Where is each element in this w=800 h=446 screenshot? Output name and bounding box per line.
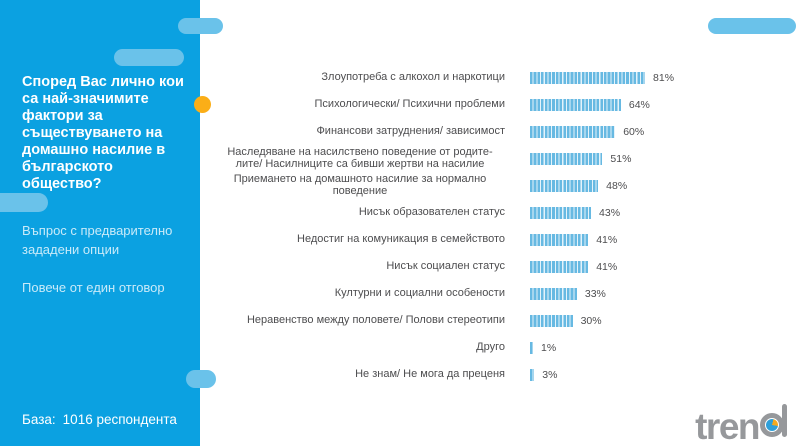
category-label: Друго: [215, 340, 505, 354]
left-panel: Според Вас лично кои са най-значимите фа…: [0, 0, 200, 446]
bar-zone: 41%: [530, 260, 795, 273]
base-label: База:: [22, 412, 56, 427]
category-label-text: Психологически/ Психични проблеми: [314, 97, 505, 110]
category-label: Нисък образователен статус: [215, 205, 505, 219]
note-multiple-answers: Повече от един отговор: [22, 280, 165, 295]
bar: [530, 71, 646, 84]
note-predefined-options: Въпрос с предварително зададени опции: [22, 223, 173, 257]
value-label: 41%: [596, 233, 618, 246]
category-label-text: Неравенство между половете/ Полови стере…: [246, 313, 505, 326]
chart-row: Наследяване на насилствено поведение от …: [215, 145, 795, 172]
bar-zone: 51%: [530, 152, 795, 165]
value-label: 60%: [623, 125, 645, 138]
category-label: Неравенство между половете/ Полови стере…: [215, 313, 505, 327]
trend-logo: tren: [695, 404, 787, 445]
decor-pill-icon: [114, 49, 184, 66]
category-label: Наследяване на насилствено поведение от …: [215, 146, 505, 170]
bar: [530, 206, 592, 219]
chart-row: Не знам/ Не мога да преценя 3%: [215, 361, 795, 388]
value-label: 64%: [628, 98, 650, 111]
chart-row: Злоупотреба с алкохол и наркотици 81%: [215, 64, 795, 91]
value-label: 51%: [610, 152, 632, 165]
chart-row: Друго 1%: [215, 334, 795, 361]
category-label-text: Злоупотреба с алкохол и наркотици: [321, 70, 505, 83]
bar-zone: 33%: [530, 287, 795, 300]
bar-zone: 48%: [530, 179, 795, 192]
category-label: Културни и социални особености: [215, 286, 505, 300]
chart-row: Нисък образователен статус 43%: [215, 199, 795, 226]
category-label-text: Културни и социални особености: [334, 286, 505, 299]
logo-pie-icon: [766, 419, 778, 431]
chart-row: Културни и социални особености 33%: [215, 280, 795, 307]
logo-letter-d: [760, 404, 787, 437]
bar-zone: 43%: [530, 206, 795, 219]
category-label-text: Нисък образователен статус: [358, 205, 505, 218]
bar-zone: 30%: [530, 314, 795, 327]
bar-zone: 3%: [530, 368, 795, 381]
bar: [530, 152, 603, 165]
logo-d-stem: [782, 404, 787, 437]
chart-row: Приемането на домашното насилие за норма…: [215, 172, 795, 199]
category-label-text: Друго: [476, 340, 505, 353]
bar: [530, 98, 621, 111]
value-label: 1%: [541, 341, 557, 354]
bar-zone: 60%: [530, 125, 795, 138]
value-label: 30%: [580, 314, 602, 327]
category-label-text: Недостиг на комуникация в семейството: [297, 232, 505, 245]
bar-chart: Злоупотреба с алкохол и наркотици 81% Псих…: [215, 64, 795, 388]
question-title: Според Вас лично кои са най-значимите фа…: [22, 74, 184, 192]
chart-row: Психологически/ Психични проблеми 64%: [215, 91, 795, 118]
category-label: Злоупотреба с алкохол и наркотици: [215, 70, 505, 84]
category-label-text: Нисък социален статус: [386, 259, 505, 272]
category-label-text: Финансови затруднения/ зависимост: [316, 124, 505, 137]
category-label: Не знам/ Не мога да преценя: [215, 367, 505, 381]
bar-zone: 64%: [530, 98, 795, 111]
bar: [530, 260, 589, 273]
category-label: Финансови затруднения/ зависимост: [215, 124, 505, 138]
base-line: База: 1016 респондента: [22, 412, 177, 427]
bar: [530, 368, 535, 381]
orange-dot-icon: [194, 96, 211, 113]
bar-zone: 41%: [530, 233, 795, 246]
logo-d-ring: [760, 413, 784, 437]
bar-zone: 1%: [530, 341, 795, 354]
decor-pill-icon: [0, 193, 48, 212]
category-label: Нисък социален статус: [215, 259, 505, 273]
base-value: 1016 респондента: [62, 412, 177, 427]
decor-pill-icon: [186, 370, 216, 388]
chart-row: Нисък социален статус 41%: [215, 253, 795, 280]
bar: [530, 125, 616, 138]
bar: [530, 341, 533, 354]
value-label: 48%: [606, 179, 628, 192]
value-label: 3%: [542, 368, 558, 381]
chart-row: Недостиг на комуникация в семейството 41%: [215, 226, 795, 253]
category-label-text: Наследяване на насилствено поведение от …: [227, 146, 493, 170]
category-label: Приемането на домашното насилие за норма…: [215, 173, 505, 197]
value-label: 81%: [653, 71, 675, 84]
category-label: Недостиг на комуникация в семейството: [215, 232, 505, 246]
logo-text: tren: [695, 406, 760, 446]
bar-zone: 81%: [530, 71, 795, 84]
bar: [530, 314, 573, 327]
category-label-text: Приемането на домашното насилие за норма…: [233, 173, 487, 197]
value-label: 41%: [596, 260, 618, 273]
value-label: 43%: [599, 206, 621, 219]
value-label: 33%: [584, 287, 606, 300]
bar: [530, 179, 599, 192]
chart-row: Неравенство между половете/ Полови стере…: [215, 307, 795, 334]
chart-row: Финансови затруднения/ зависимост 60%: [215, 118, 795, 145]
decor-pill-icon: [708, 18, 796, 34]
bar: [530, 233, 589, 246]
bar: [530, 287, 577, 300]
decor-pill-icon: [178, 18, 223, 34]
category-label-text: Не знам/ Не мога да преценя: [355, 367, 505, 380]
category-label: Психологически/ Психични проблеми: [215, 97, 505, 111]
